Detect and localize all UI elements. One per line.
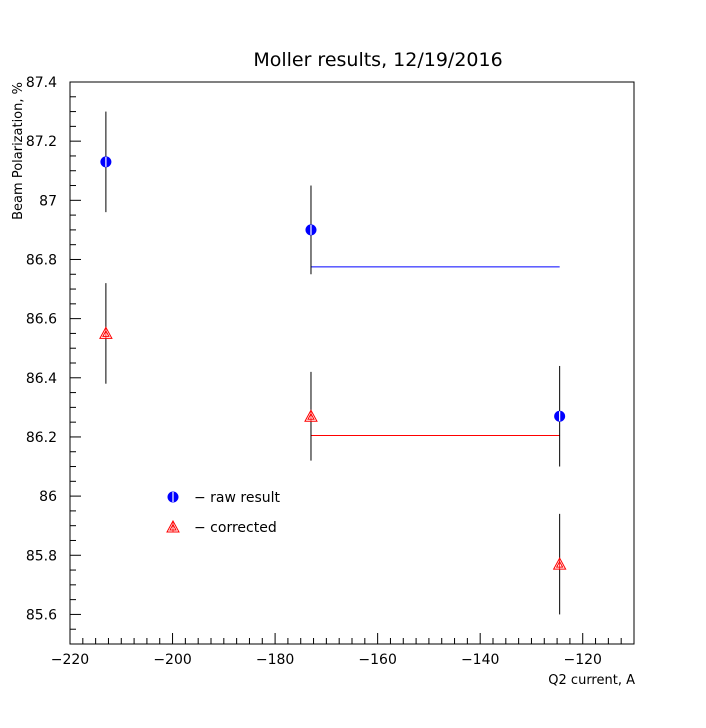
x-tick-label: −160: [358, 652, 396, 668]
y-tick-label: 85.6: [26, 607, 57, 623]
corrected-data-point: [304, 409, 318, 422]
legend: − raw result − corrected: [166, 490, 281, 536]
y-tick-label: 87.4: [26, 75, 57, 91]
legend-raw-marker: [167, 491, 179, 503]
raw-data-point: [100, 156, 112, 168]
legend-triangle-icon: [166, 519, 180, 533]
x-axis-title: Q2 current, A: [548, 673, 635, 688]
plot-frame: [69, 81, 635, 645]
chart-title: Moller results, 12/19/2016: [253, 49, 502, 71]
y-tick-label: 87: [39, 193, 57, 209]
x-axis: −220 −200 −180 −160 −140 −120: [51, 633, 635, 668]
y-tick-label: 86.8: [26, 252, 57, 268]
x-tick-label: −180: [256, 652, 294, 668]
y-tick-label: 87.2: [26, 134, 57, 150]
legend-corrected-marker: [166, 519, 180, 533]
y-axis: 85.6 85.8 86 86.2 86.4 86.6 86.8 87 87.2 87.4: [26, 75, 81, 645]
x-tick-label: −140: [461, 652, 499, 668]
x-tick-label: −200: [153, 652, 191, 668]
corrected-data-point: [99, 326, 113, 339]
y-tick-label: 86.2: [26, 430, 57, 446]
y-tick-label: 86.4: [26, 371, 57, 387]
y-axis-title: Beam Polarization, %: [11, 82, 26, 220]
data-points: [99, 111, 567, 615]
y-tick-label: 86: [39, 489, 57, 505]
y-tick-label: 85.8: [26, 548, 57, 564]
x-tick-label: −120: [564, 652, 602, 668]
legend-corrected-label: − corrected: [194, 520, 277, 536]
x-tick-label: −220: [51, 652, 89, 668]
y-tick-label: 86.6: [26, 312, 57, 328]
legend-circle-icon: [167, 491, 179, 503]
raw-data-point: [554, 410, 566, 422]
fit-lines: [310, 266, 560, 436]
raw-data-point: [305, 224, 317, 236]
legend-raw-label: − raw result: [194, 490, 281, 506]
corrected-data-point: [552, 557, 567, 570]
